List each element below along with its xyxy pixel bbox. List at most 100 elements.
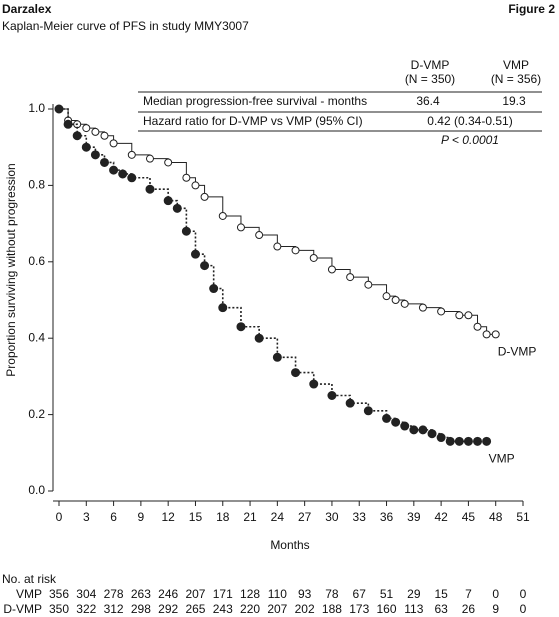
- y-tick-label: 1.0: [28, 101, 45, 115]
- at-risk-count: 188: [322, 602, 342, 616]
- at-risk-count: 322: [76, 602, 96, 616]
- x-tick-label: 6: [110, 510, 117, 524]
- censor-marker: [463, 436, 473, 446]
- censor-marker: [81, 142, 91, 152]
- censor-marker: [409, 425, 419, 435]
- at-risk-count: 263: [131, 587, 151, 601]
- censor-marker: [236, 322, 246, 332]
- chart-subtitle: Kaplan-Meier curve of PFS in study MMY30…: [2, 19, 249, 33]
- inset-header: D-VMP: [411, 58, 450, 72]
- censor-marker: [473, 322, 482, 331]
- at-risk-count: 0: [520, 602, 527, 616]
- at-risk-count: 356: [49, 587, 69, 601]
- inset-cell: 0.42 (0.34-0.51): [427, 114, 512, 128]
- x-tick-label: 24: [271, 510, 285, 524]
- censor-marker: [109, 139, 118, 148]
- censor-marker: [99, 157, 109, 167]
- censor-marker: [236, 223, 245, 232]
- censor-marker: [345, 398, 355, 408]
- censor-marker: [418, 425, 428, 435]
- at-risk-group: D-VMP: [3, 602, 42, 616]
- at-risk-count: 67: [353, 587, 367, 601]
- x-tick-label: 12: [161, 510, 175, 524]
- at-risk-count: 350: [49, 602, 69, 616]
- censor-marker: [273, 242, 282, 251]
- censor-marker: [400, 299, 409, 308]
- censor-marker: [327, 265, 336, 274]
- x-tick-label: 15: [189, 510, 203, 524]
- x-tick-label: 33: [353, 510, 367, 524]
- y-tick-label: 0.4: [28, 330, 45, 344]
- x-tick-label: 45: [462, 510, 476, 524]
- censor-marker: [163, 196, 173, 206]
- at-risk-count: 78: [325, 587, 339, 601]
- censor-marker: [272, 352, 282, 362]
- censor-marker: [181, 226, 191, 236]
- censor-marker: [63, 119, 73, 129]
- censor-marker: [391, 296, 400, 304]
- inset-cell: Median progression-free survival - month…: [143, 94, 367, 108]
- at-risk-count: 7: [465, 587, 472, 601]
- censor-marker: [473, 436, 483, 446]
- at-risk-count: 0: [520, 587, 527, 601]
- y-tick-label: 0.0: [28, 483, 45, 497]
- censor-marker: [363, 406, 373, 416]
- censor-marker: [400, 421, 410, 431]
- figure-label: Figure 2: [508, 2, 555, 16]
- censor-marker: [191, 181, 200, 190]
- censor-marker: [418, 303, 427, 312]
- censor-marker: [100, 131, 109, 140]
- x-tick-label: 48: [489, 510, 503, 524]
- at-risk-count: 220: [240, 602, 260, 616]
- at-risk-count: 9: [492, 602, 499, 616]
- censor-marker: [254, 333, 264, 343]
- at-risk-count: 278: [104, 587, 124, 601]
- censor-marker: [445, 436, 455, 446]
- censor-marker: [464, 311, 473, 320]
- at-risk-count: 171: [213, 587, 233, 601]
- chart-title: Darzalex: [2, 2, 52, 16]
- censor-marker: [491, 330, 500, 339]
- survival-curve: [59, 108, 496, 335]
- censor-marker: [255, 231, 264, 240]
- at-risk-count: 207: [185, 587, 205, 601]
- censor-marker: [364, 280, 373, 289]
- at-risk-count: 243: [213, 602, 233, 616]
- censor-marker: [190, 249, 200, 259]
- censor-marker: [127, 173, 137, 183]
- x-tick-label: 39: [407, 510, 421, 524]
- censor-marker: [291, 368, 301, 378]
- at-risk-count: 29: [407, 587, 421, 601]
- inset-header: VMP: [503, 58, 529, 72]
- inset-header: (N = 350): [405, 72, 455, 86]
- censor-marker: [200, 261, 210, 271]
- x-tick-label: 9: [138, 510, 145, 524]
- censor-marker: [309, 379, 319, 389]
- x-tick-label: 42: [434, 510, 448, 524]
- censor-marker: [291, 246, 300, 255]
- at-risk-count: 312: [104, 602, 124, 616]
- inset-cell: Hazard ratio for D-VMP vs VMP (95% CI): [143, 114, 363, 128]
- censor-marker: [182, 173, 191, 182]
- x-tick-label: 18: [216, 510, 230, 524]
- at-risk-count: 265: [185, 602, 205, 616]
- censor-marker: [218, 303, 228, 313]
- survival-curve: [59, 108, 487, 443]
- x-tick-label: 36: [380, 510, 394, 524]
- at-risk-count: 93: [298, 587, 312, 601]
- at-risk-count: 110: [268, 587, 287, 601]
- censor-marker: [200, 192, 209, 201]
- censor-marker: [437, 307, 446, 316]
- censor-marker: [72, 131, 82, 141]
- at-risk-title: No. at risk: [2, 572, 57, 586]
- at-risk-count: 298: [131, 602, 151, 616]
- at-risk-count: 15: [434, 587, 448, 601]
- censor-marker: [54, 104, 64, 114]
- inset-pvalue: P < 0.0001: [441, 133, 499, 147]
- at-risk-count: 63: [434, 602, 448, 616]
- at-risk-count: 246: [158, 587, 178, 601]
- censor-marker: [118, 169, 128, 179]
- y-axis-title: Proportion surviving without progression: [4, 163, 18, 376]
- x-tick-label: 0: [56, 510, 63, 524]
- censor-marker: [91, 127, 100, 136]
